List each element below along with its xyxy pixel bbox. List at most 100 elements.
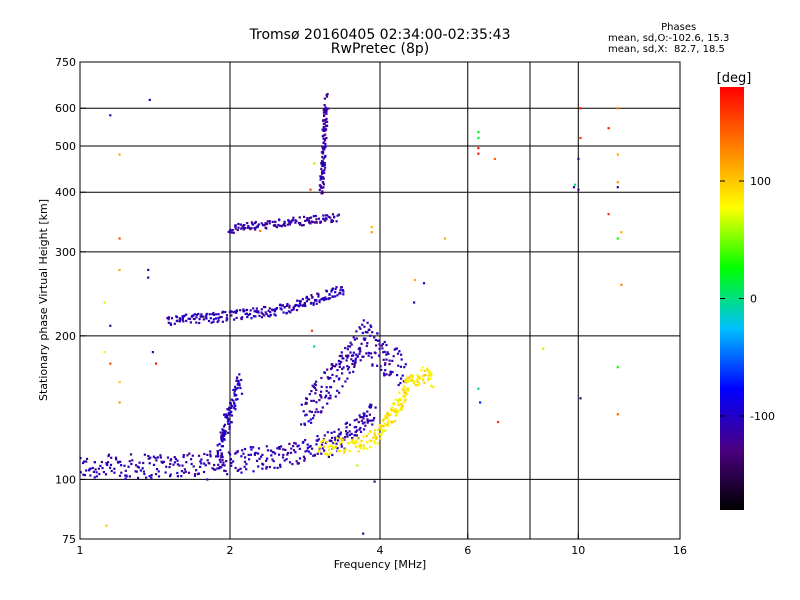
- data-point: [340, 440, 343, 443]
- data-point: [302, 410, 305, 413]
- data-point: [193, 474, 196, 477]
- data-point: [359, 327, 362, 330]
- data-point: [340, 361, 343, 364]
- data-point: [230, 464, 233, 467]
- data-point: [341, 385, 344, 388]
- data-point: [183, 468, 186, 471]
- data-point: [391, 359, 394, 362]
- data-point: [209, 317, 212, 320]
- data-point: [396, 374, 399, 377]
- data-point: [371, 363, 374, 366]
- data-point: [159, 454, 162, 457]
- data-point: [193, 313, 196, 316]
- data-point: [320, 177, 323, 180]
- data-point: [110, 469, 113, 473]
- data-point: [113, 467, 116, 470]
- data-point: [354, 430, 357, 433]
- data-point: [352, 441, 355, 444]
- data-point: [212, 311, 215, 315]
- data-point: [285, 311, 288, 315]
- data-point: [378, 354, 381, 357]
- data-point: [308, 393, 311, 396]
- x-tick-label: 16: [673, 544, 687, 557]
- data-point: [321, 186, 324, 189]
- data-point: [396, 410, 399, 413]
- data-point: [289, 451, 293, 454]
- data-point: [346, 442, 349, 445]
- data-point: [430, 373, 433, 376]
- data-point: [179, 317, 182, 320]
- data-point: [205, 316, 208, 319]
- data-point: [118, 381, 121, 384]
- data-point: [191, 314, 194, 317]
- data-point: [318, 184, 321, 187]
- data-point: [202, 315, 205, 318]
- data-point: [339, 289, 342, 292]
- data-point: [247, 313, 250, 316]
- data-point: [400, 353, 403, 356]
- data-point: [315, 380, 318, 383]
- data-point: [232, 399, 235, 402]
- data-point: [397, 401, 400, 404]
- data-point: [404, 381, 408, 384]
- data-point: [579, 107, 582, 110]
- data-point: [369, 334, 372, 337]
- data-point: [257, 452, 260, 455]
- data-point: [362, 417, 365, 420]
- data-point: [293, 449, 296, 452]
- data-point: [297, 462, 300, 465]
- data-point: [301, 441, 304, 444]
- data-point: [374, 352, 377, 355]
- data-point: [277, 223, 280, 227]
- data-point: [254, 220, 257, 224]
- data-point: [335, 442, 338, 445]
- data-point: [204, 464, 207, 467]
- data-point: [307, 420, 310, 423]
- data-point: [155, 459, 158, 462]
- data-point: [381, 430, 384, 433]
- data-point: [214, 317, 218, 320]
- data-point: [268, 220, 271, 223]
- data-point: [309, 216, 313, 219]
- data-point: [366, 441, 369, 444]
- data-point: [477, 136, 480, 140]
- data-point: [290, 447, 293, 450]
- data-point: [350, 432, 353, 435]
- data-point: [209, 453, 212, 456]
- data-point: [323, 371, 326, 374]
- data-point: [577, 157, 580, 160]
- data-point: [308, 217, 311, 220]
- data-point: [350, 358, 353, 361]
- data-point: [286, 223, 289, 226]
- data-point: [391, 406, 394, 409]
- data-point: [407, 387, 410, 390]
- data-point: [353, 426, 356, 429]
- data-point: [228, 411, 231, 414]
- data-point: [330, 366, 333, 369]
- data-point: [410, 380, 413, 383]
- data-point: [274, 220, 277, 223]
- data-point: [230, 398, 233, 401]
- data-point: [373, 442, 376, 445]
- data-point: [317, 410, 320, 414]
- data-point: [365, 434, 368, 438]
- data-point: [236, 383, 239, 386]
- data-point: [230, 231, 234, 234]
- y-axis-title: Stationary phase Virtual Height [km]: [37, 199, 50, 401]
- data-point: [282, 453, 285, 456]
- x-axis-title: Frequency [MHz]: [334, 558, 426, 571]
- data-point: [330, 431, 333, 434]
- data-point: [240, 378, 243, 382]
- data-point: [320, 151, 323, 154]
- data-point: [210, 321, 213, 324]
- data-point: [119, 460, 122, 463]
- data-point: [331, 287, 334, 290]
- x-tick-label: 2: [227, 544, 234, 557]
- axis-ticks: 1 2 4 6 10 16 75 100 200 300 400 500 600 750: [55, 56, 687, 557]
- data-point: [338, 377, 341, 380]
- data-point: [616, 366, 619, 369]
- data-point: [276, 466, 279, 469]
- data-point: [364, 331, 367, 334]
- data-point: [430, 374, 433, 377]
- data-point: [372, 436, 375, 439]
